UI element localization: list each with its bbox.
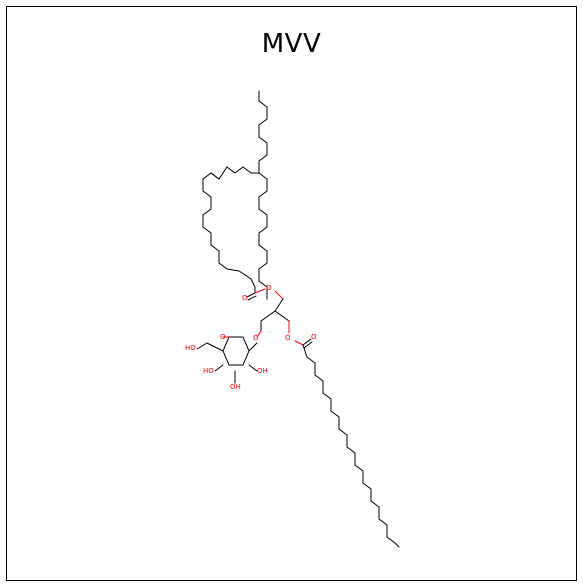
atom-label-o: O [242,294,248,302]
c2-oh-bond [248,364,258,372]
atom-label-o: O [311,333,317,341]
atom-label-ho: HO [203,367,214,375]
anomeric-link [248,342,258,352]
upper-acyl-chain-tail [202,166,260,294]
atom-label-o: O [266,284,272,292]
atom-label-o: O [253,334,259,342]
upper-ester-bond [254,288,266,294]
upper-carbonyl-bond-2 [247,295,257,301]
ch2-oh-bond [196,342,208,350]
atom-label-ho: HO [185,344,196,352]
molecule-frame: MVV O O O O O O HO [6,6,577,581]
glycerol-backbone [260,298,284,332]
lower-carbonyl-bond [302,338,312,346]
upper-carbonyl-bond [246,292,256,298]
glycosidic-bond [256,330,262,338]
lower-acyl-chain [302,344,400,548]
molecule-title: MVV [261,29,322,59]
c5-ch2-bond [206,342,224,352]
lower-carbonyl-bond-2 [303,341,313,349]
lower-ester-bond [294,340,304,346]
upper-ester-bond-2 [274,290,284,300]
glycerol-wedge [274,310,290,322]
atom-label-o: O [220,333,226,341]
upper-acyl-chain [258,90,268,300]
atom-label-oh: OH [257,367,268,375]
pyranose-ring [222,336,250,366]
atom-label-oh: OH [230,383,241,391]
c4-oh-bond [214,364,224,372]
atom-label-o: O [285,334,291,342]
molecule-structure [196,90,400,548]
